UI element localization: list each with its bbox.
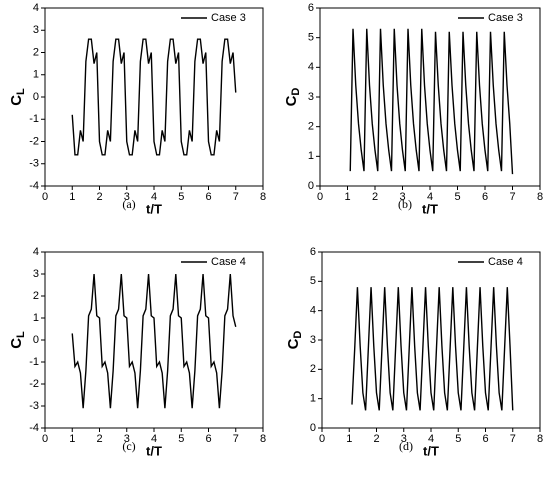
x-tick-label: 1 — [69, 191, 75, 203]
y-axis-label-main: C — [8, 95, 25, 106]
y-tick-label: -2 — [29, 135, 39, 147]
y-tick-label: 4 — [310, 305, 316, 317]
x-tick-label: 0 — [42, 433, 48, 445]
x-tick-label: 2 — [96, 433, 102, 445]
x-tick-label: 8 — [260, 191, 266, 203]
y-tick-label: 2 — [33, 290, 39, 302]
x-tick-label: 8 — [537, 433, 543, 445]
x-tick-label: 5 — [178, 433, 184, 445]
y-tick-label: 1 — [308, 150, 314, 162]
x-tick-label: 4 — [151, 433, 157, 445]
legend-label: Case 3 — [211, 12, 246, 24]
y-tick-label: 4 — [33, 2, 39, 14]
y-tick-label: -2 — [29, 378, 39, 390]
y-tick-label: -1 — [29, 356, 39, 368]
y-tick-label: -3 — [29, 400, 39, 412]
caption: (b) — [398, 197, 412, 211]
y-tick-label: 6 — [310, 246, 316, 258]
y-tick-label: 3 — [308, 91, 314, 103]
y-axis-label-sub: L — [15, 331, 27, 338]
x-tick-label: 5 — [178, 191, 184, 203]
y-axis-label: CL — [8, 88, 27, 106]
data-line — [71, 273, 237, 409]
x-tick-label: 3 — [124, 433, 130, 445]
x-axis-label: t/T — [146, 201, 162, 216]
caption: (d) — [399, 439, 413, 453]
y-axis-label-sub: L — [15, 88, 27, 95]
y-tick-label: 1 — [33, 312, 39, 324]
x-tick-label: 7 — [509, 191, 515, 203]
x-tick-label: 3 — [399, 191, 405, 203]
x-tick-label: 2 — [372, 191, 378, 203]
y-axis-label-main: C — [285, 338, 302, 349]
x-tick-label: 6 — [482, 433, 488, 445]
x-tick-label: 0 — [42, 191, 48, 203]
x-tick-label: 4 — [151, 191, 157, 203]
x-tick-label: 3 — [401, 433, 407, 445]
y-tick-label: 5 — [308, 32, 314, 44]
x-tick-label: 7 — [510, 433, 516, 445]
y-axis-label: CD — [285, 331, 304, 350]
x-tick-label: 0 — [317, 191, 323, 203]
y-tick-label: 0 — [33, 91, 39, 103]
y-tick-label: 2 — [33, 46, 39, 58]
x-axis-label: t/T — [422, 201, 438, 216]
x-tick-label: 2 — [373, 433, 379, 445]
x-tick-label: 8 — [260, 433, 266, 445]
x-tick-label: 0 — [319, 433, 325, 445]
data-line — [351, 287, 514, 411]
caption: (a) — [122, 197, 135, 211]
plot-frame — [44, 7, 264, 187]
x-tick-label: 7 — [233, 433, 239, 445]
data-line — [71, 38, 237, 156]
x-tick-label: 6 — [482, 191, 488, 203]
y-axis-label: CD — [283, 88, 302, 107]
y-axis-label: CL — [8, 331, 27, 349]
data-line — [349, 28, 514, 175]
y-axis-label-main: C — [8, 338, 25, 349]
x-axis-label: t/T — [423, 443, 439, 458]
y-tick-label: 2 — [308, 121, 314, 133]
y-tick-label: 4 — [308, 61, 314, 73]
y-tick-label: 0 — [310, 422, 316, 434]
x-tick-label: 5 — [455, 433, 461, 445]
legend-label: Case 4 — [211, 256, 246, 268]
y-tick-label: 2 — [310, 363, 316, 375]
x-tick-label: 4 — [428, 433, 434, 445]
x-tick-label: 8 — [537, 191, 543, 203]
y-tick-label: 5 — [310, 275, 316, 287]
y-tick-label: 3 — [33, 268, 39, 280]
x-axis-label: t/T — [146, 443, 162, 458]
y-tick-label: 0 — [308, 180, 314, 192]
legend-label: Case 4 — [488, 256, 523, 268]
x-tick-label: 1 — [346, 433, 352, 445]
x-tick-label: 2 — [96, 191, 102, 203]
x-tick-label: 4 — [427, 191, 433, 203]
y-tick-label: 3 — [33, 24, 39, 36]
y-tick-label: 6 — [308, 2, 314, 14]
legend-label: Case 3 — [488, 12, 523, 24]
y-tick-label: 3 — [310, 334, 316, 346]
x-tick-label: 1 — [344, 191, 350, 203]
x-tick-label: 7 — [233, 191, 239, 203]
x-tick-label: 6 — [205, 191, 211, 203]
x-tick-label: 1 — [69, 433, 75, 445]
y-axis-label-sub: D — [292, 331, 304, 339]
y-axis-label-sub: D — [290, 88, 302, 96]
y-axis-label-main: C — [283, 95, 300, 106]
y-tick-label: -1 — [29, 113, 39, 125]
y-tick-label: 4 — [33, 246, 39, 258]
y-tick-label: 1 — [310, 393, 316, 405]
x-tick-label: 3 — [124, 191, 130, 203]
y-tick-label: 0 — [33, 334, 39, 346]
caption: (c) — [122, 439, 135, 453]
y-tick-label: -4 — [29, 180, 39, 192]
x-tick-label: 6 — [205, 433, 211, 445]
y-tick-label: -4 — [29, 422, 39, 434]
y-tick-label: 1 — [33, 69, 39, 81]
x-tick-label: 5 — [454, 191, 460, 203]
y-tick-label: -3 — [29, 158, 39, 170]
